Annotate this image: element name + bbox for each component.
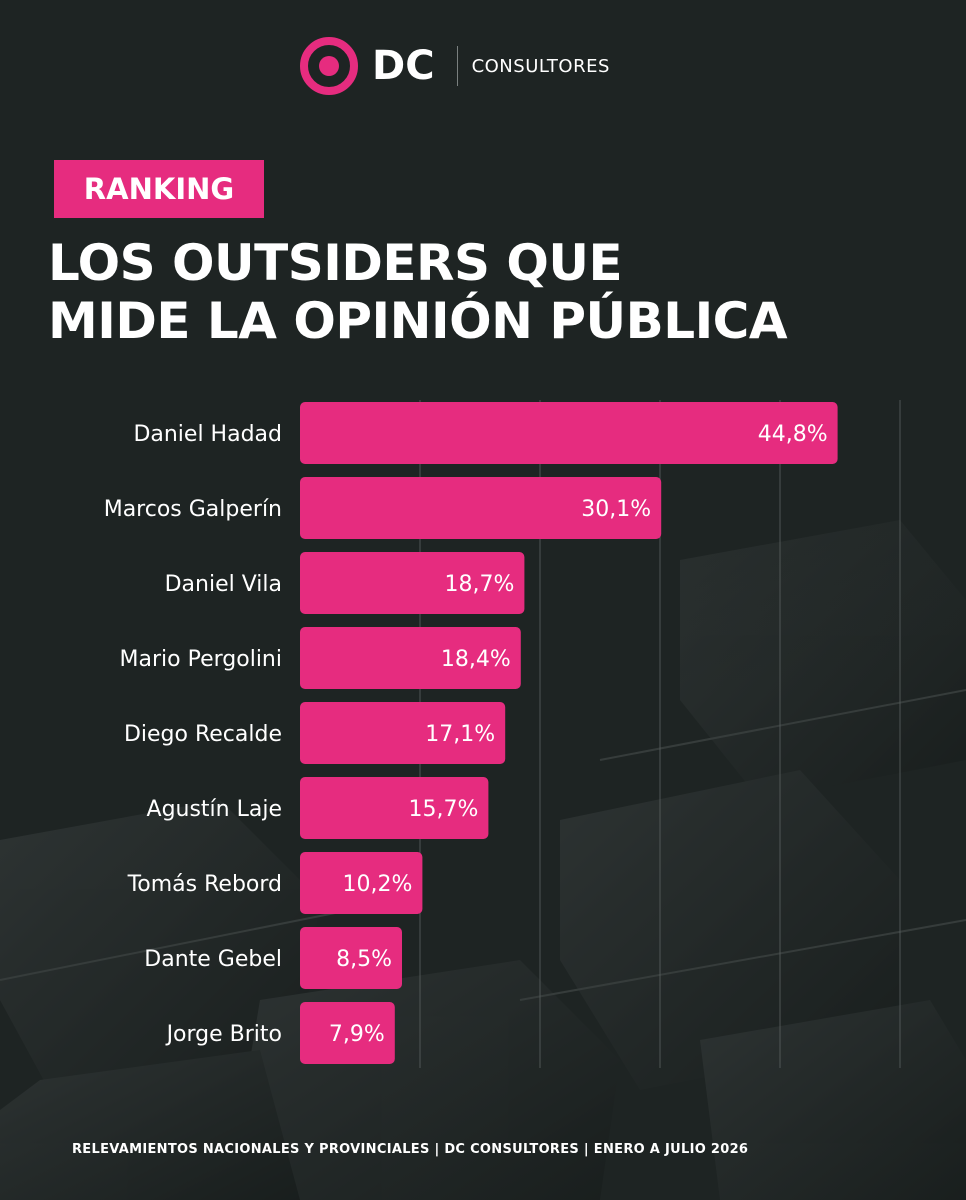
bar <box>300 702 506 764</box>
category-label: Diego Recalde <box>124 722 282 747</box>
category-label: Mario Pergolini <box>120 647 282 672</box>
category-label: Daniel Hadad <box>133 422 282 447</box>
category-label: Daniel Vila <box>165 572 282 597</box>
brand-subtitle: CONSULTORES <box>471 55 610 77</box>
brand-divider <box>456 46 458 86</box>
value-label: 44,8% <box>758 422 828 447</box>
ranking-tag: RANKING <box>54 160 264 218</box>
brand-header: DC CONSULTORES <box>300 36 610 96</box>
category-label: Agustín Laje <box>147 797 282 822</box>
category-label: Jorge Brito <box>165 1022 282 1047</box>
value-label: 18,4% <box>441 647 511 672</box>
brand-name: DC <box>372 43 435 89</box>
bar <box>300 477 662 539</box>
bar <box>300 927 402 989</box>
bar <box>300 402 838 464</box>
value-label: 10,2% <box>343 872 413 897</box>
value-label: 7,9% <box>329 1022 385 1047</box>
value-label: 30,1% <box>581 497 651 522</box>
bar <box>300 777 489 839</box>
target-logo-icon <box>300 37 358 95</box>
category-label: Tomás Rebord <box>127 872 282 897</box>
bar <box>300 1002 395 1064</box>
value-label: 17,1% <box>425 722 495 747</box>
category-label: Marcos Galperín <box>104 497 282 522</box>
value-label: 8,5% <box>336 947 392 972</box>
value-label: 18,7% <box>445 572 515 597</box>
page-title: LOS OUTSIDERS QUE MIDE LA OPINIÓN PÚBLIC… <box>48 234 928 350</box>
bar <box>300 852 423 914</box>
title-line-2: MIDE LA OPINIÓN PÚBLICA <box>48 292 788 350</box>
category-label: Dante Gebel <box>144 947 282 972</box>
title-line-1: LOS OUTSIDERS QUE <box>48 234 623 292</box>
value-label: 15,7% <box>409 797 479 822</box>
bar <box>300 627 521 689</box>
bar <box>300 552 525 614</box>
footer-source: RELEVAMIENTOS NACIONALES Y PROVINCIALES … <box>72 1142 749 1157</box>
